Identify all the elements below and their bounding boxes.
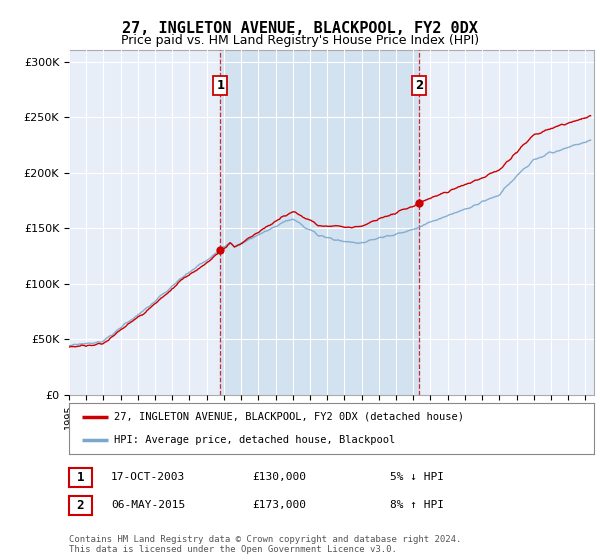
Text: 1: 1 xyxy=(77,471,84,484)
Text: Contains HM Land Registry data © Crown copyright and database right 2024.
This d: Contains HM Land Registry data © Crown c… xyxy=(69,535,461,554)
Text: £173,000: £173,000 xyxy=(252,500,306,510)
Bar xyxy=(220,50,419,395)
Text: 27, INGLETON AVENUE, BLACKPOOL, FY2 0DX: 27, INGLETON AVENUE, BLACKPOOL, FY2 0DX xyxy=(122,21,478,36)
Text: HPI: Average price, detached house, Blackpool: HPI: Average price, detached house, Blac… xyxy=(113,435,395,445)
Text: 2: 2 xyxy=(77,499,84,512)
Text: 27, INGLETON AVENUE, BLACKPOOL, FY2 0DX (detached house): 27, INGLETON AVENUE, BLACKPOOL, FY2 0DX … xyxy=(113,412,464,422)
Text: 2: 2 xyxy=(415,80,424,92)
Text: £130,000: £130,000 xyxy=(252,472,306,482)
Text: 1: 1 xyxy=(217,80,224,92)
Text: 06-MAY-2015: 06-MAY-2015 xyxy=(111,500,185,510)
Text: Price paid vs. HM Land Registry's House Price Index (HPI): Price paid vs. HM Land Registry's House … xyxy=(121,34,479,46)
Text: 8% ↑ HPI: 8% ↑ HPI xyxy=(390,500,444,510)
Text: 5% ↓ HPI: 5% ↓ HPI xyxy=(390,472,444,482)
Text: 17-OCT-2003: 17-OCT-2003 xyxy=(111,472,185,482)
